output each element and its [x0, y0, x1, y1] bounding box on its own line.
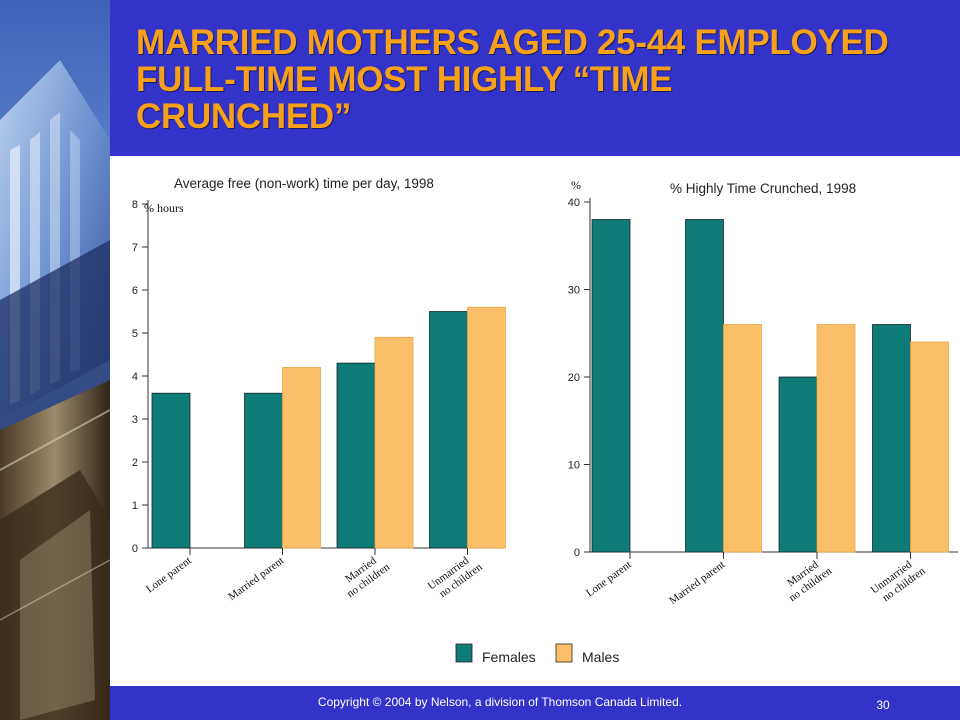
- free-time-category-label: Marriedno children: [337, 550, 392, 600]
- slide-title-line-3: CRUNCHED”: [136, 97, 352, 136]
- copyright-notice: Copyright © 2004 by Nelson, a division o…: [317, 695, 683, 709]
- crunched-y-tick-label: 40: [568, 197, 580, 209]
- free-time-y-tick-label: 8: [132, 199, 138, 211]
- free-time-y-tick-label: 4: [132, 371, 138, 383]
- crunched-category-label-line: Lone parent: [584, 559, 634, 600]
- crunched-y-tick-label: 0: [574, 547, 580, 559]
- crunched-category-label: Lone parent: [584, 559, 634, 600]
- chart-panel: Average free (non-work) time per day, 19…: [110, 156, 960, 686]
- free-time-bar-males: [374, 336, 414, 549]
- crunched-chart-title: % Highly Time Crunched, 1998: [670, 181, 856, 196]
- legend-swatch-males: [555, 643, 573, 663]
- building-photo: [0, 0, 110, 720]
- free-time-bar-females: [429, 311, 468, 549]
- free-time-category-label-line: Married parent: [226, 555, 286, 603]
- crunched-bar-males: [816, 324, 856, 553]
- free-time-category-label: Unmarriedno children: [426, 550, 485, 603]
- time-crunched-chart: % Highly Time Crunched, 1998% 0 10 20 30 40 Lo…: [568, 178, 958, 607]
- crunched-bar-females: [591, 219, 631, 553]
- crunched-bar-females: [778, 376, 818, 553]
- chart-area: Average free (non-work) time per day, 19…: [132, 176, 958, 665]
- page-number: 30: [876, 698, 890, 712]
- free-time-bar-males: [467, 306, 506, 549]
- free-time-chart-title: Average free (non-work) time per day, 19…: [174, 176, 434, 191]
- free-time-y-tick-label: 3: [132, 414, 138, 426]
- free-time-bar-females: [244, 392, 283, 549]
- legend-swatch-females: [455, 643, 473, 663]
- free-time-y-tick-label: 7: [132, 242, 138, 254]
- crunched-bar-females: [685, 219, 724, 553]
- free-time-category-label: Lone parent: [144, 555, 194, 596]
- free-time-y-tick-label: 6: [132, 285, 138, 297]
- legend: Females Males: [455, 643, 619, 665]
- crunched-y-tick-label: 20: [568, 372, 580, 384]
- free-time-bar-males: [282, 366, 321, 549]
- free-time-y-tick-label: 5: [132, 328, 138, 340]
- free-time-bar-females: [336, 362, 376, 549]
- slide-title: MARRIED MOTHERS AGED 25-44 EMPLOYED FULL…: [136, 24, 956, 135]
- free-time-y-axis-label: % hours: [144, 201, 184, 215]
- free-time-chart: Average free (non-work) time per day, 19…: [132, 176, 506, 603]
- crunched-category-label-line: Married parent: [667, 559, 727, 607]
- crunched-category-label: Unmarriedno children: [869, 554, 928, 607]
- free-time-y-tick-label: 0: [132, 543, 138, 555]
- free-time-y-tick-label: 1: [132, 500, 138, 512]
- free-time-bar-females: [151, 392, 191, 549]
- crunched-bar-males: [723, 324, 762, 553]
- crunched-y-tick-label: 30: [568, 285, 580, 297]
- crunched-y-tick-label: 10: [568, 460, 580, 472]
- free-time-category-label-line: Lone parent: [144, 555, 194, 596]
- slide-title-line-2: FULL-TIME MOST HIGHLY “TIME: [136, 60, 673, 99]
- legend-label-males: Males: [582, 649, 619, 665]
- free-time-y-tick-label: 2: [132, 457, 138, 469]
- slide-title-line-1: MARRIED MOTHERS AGED 25-44 EMPLOYED: [136, 23, 889, 62]
- crunched-y-axis-label: %: [571, 178, 581, 192]
- crunched-category-label: Marriedno children: [779, 554, 834, 604]
- legend-label-females: Females: [482, 649, 536, 665]
- crunched-bar-females: [872, 324, 911, 553]
- crunched-category-label: Married parent: [667, 559, 727, 607]
- crunched-bar-males: [910, 341, 949, 553]
- free-time-category-label: Married parent: [226, 555, 286, 603]
